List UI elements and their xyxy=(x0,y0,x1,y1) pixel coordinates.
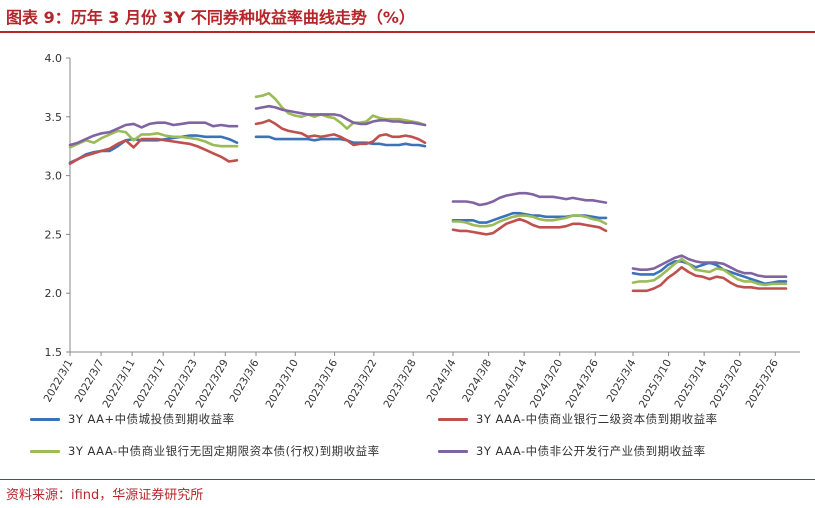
series-line xyxy=(451,211,608,224)
title-divider xyxy=(0,31,815,33)
legend-swatch xyxy=(30,449,60,453)
legend-item-aaa-private-industrial: 3Y AAA-中债非公开发行产业债到期收益率 xyxy=(438,443,706,459)
series-line xyxy=(451,191,608,207)
x-tick-label: 2023/3/16 xyxy=(303,357,340,410)
y-tick-label: 2.0 xyxy=(45,287,63,300)
x-tick-label: 2025/3/10 xyxy=(637,358,674,411)
x-tick-label: 2024/3/14 xyxy=(492,357,529,410)
x-tick-label: 2022/3/29 xyxy=(194,358,231,411)
x-tick-label: 2024/3/4 xyxy=(425,357,459,404)
y-tick-label: 4.0 xyxy=(45,52,63,65)
x-tick-label: 2024/3/26 xyxy=(564,357,601,410)
x-tick-label: 2025/3/4 xyxy=(605,357,639,404)
series-line xyxy=(451,214,608,228)
legend-item-aaa-perpetual-capital: 3Y AAA-中债商业银行无固定期限资本债(行权)到期收益率 xyxy=(30,443,380,459)
x-tick-label: 2025/3/20 xyxy=(708,358,745,411)
x-tick-label: 2022/3/7 xyxy=(73,358,107,405)
x-tick-label: 2023/3/28 xyxy=(381,358,418,411)
legend-label: 3Y AAA-中债非公开发行产业债到期收益率 xyxy=(476,444,706,458)
legend-label: 3Y AAA-中债商业银行无固定期限资本债(行权)到期收益率 xyxy=(68,444,380,458)
series-line xyxy=(631,266,788,293)
series-line xyxy=(68,129,239,149)
legend-swatch xyxy=(438,449,468,453)
x-tick-label: 2022/3/1 xyxy=(42,358,76,405)
x-tick-label: 2023/3/22 xyxy=(342,358,379,411)
x-tick-label: 2024/3/20 xyxy=(528,358,565,411)
series-line xyxy=(631,254,788,278)
x-tick-label: 2024/3/8 xyxy=(460,358,494,405)
x-tick-label: 2023/3/6 xyxy=(228,357,262,404)
legend-swatch xyxy=(438,417,468,421)
series-line xyxy=(631,257,788,287)
legend-swatch xyxy=(30,417,60,421)
series-line xyxy=(254,91,427,130)
series-line xyxy=(254,119,427,147)
x-tick-label: 2025/3/26 xyxy=(744,357,781,410)
source-note: 资料来源：ifind，华源证券研究所 xyxy=(6,488,204,503)
y-tick-label: 3.5 xyxy=(45,111,63,124)
y-tick-label: 2.5 xyxy=(45,228,63,241)
source-divider xyxy=(0,479,815,480)
x-tick-label: 2025/3/14 xyxy=(672,357,709,410)
x-tick-label: 2023/3/10 xyxy=(264,358,301,411)
y-tick-label: 3.0 xyxy=(45,170,63,183)
y-tick-label: 1.5 xyxy=(45,346,63,359)
series-line xyxy=(68,121,239,147)
chart-title: 图表 9：历年 3 月份 3Y 不同券种收益率曲线走势（%） xyxy=(6,8,415,27)
series-line xyxy=(451,217,608,236)
series-line xyxy=(254,135,427,148)
series-line xyxy=(68,137,239,166)
series-line xyxy=(254,104,427,127)
